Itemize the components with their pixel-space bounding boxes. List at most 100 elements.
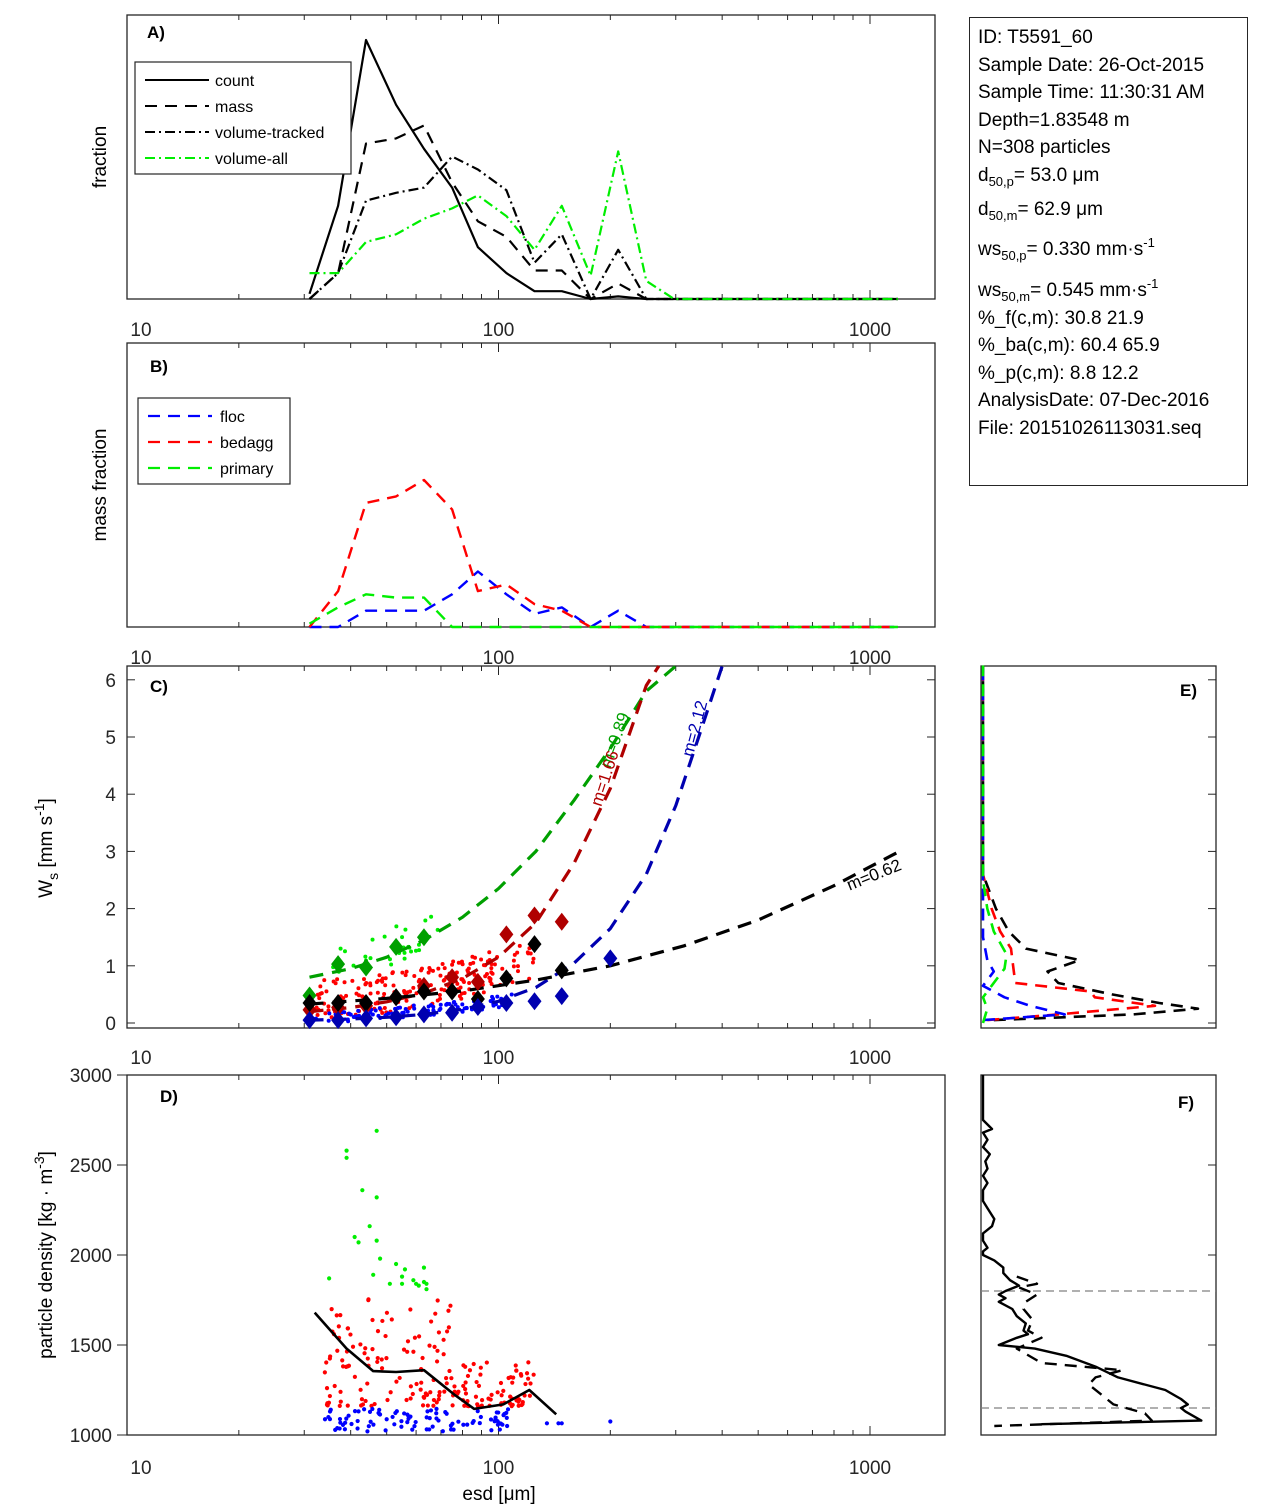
- bedagg-point: [471, 960, 476, 965]
- primary-point: [424, 1287, 429, 1292]
- bedagg-point: [466, 966, 471, 971]
- panel-d-frame: [126, 1074, 946, 1436]
- floc-point: [488, 1417, 494, 1422]
- primary-point: [403, 927, 408, 932]
- bedagg-point: [450, 1403, 455, 1408]
- panel-b-label: B): [150, 357, 168, 376]
- floc-bin: [603, 949, 618, 968]
- ws50p-superscript: -1: [1143, 234, 1155, 250]
- bedagg-point: [315, 1013, 320, 1018]
- primary-point: [360, 1188, 365, 1193]
- bedagg-point: [404, 1397, 409, 1403]
- bedagg-point: [338, 1399, 343, 1404]
- floc-point: [370, 1406, 375, 1412]
- fit-label-all-fit: m=0.62: [844, 855, 904, 894]
- bedagg-point: [487, 975, 492, 980]
- floc-point: [355, 1418, 360, 1424]
- bedagg-point: [498, 1380, 504, 1386]
- floc-point: [357, 1013, 362, 1018]
- legend-label-bedagg: bedagg: [220, 435, 273, 452]
- bedagg-point: [438, 973, 443, 978]
- primary-point: [370, 937, 375, 942]
- floc-bin: [554, 987, 569, 1006]
- primary-point: [356, 1240, 361, 1245]
- bedagg-point: [324, 1386, 330, 1391]
- floc-point: [410, 1427, 415, 1432]
- bedagg-point: [382, 991, 387, 996]
- panel-e-lines: [981, 665, 1200, 1024]
- panel-f-lines: [981, 1075, 1216, 1428]
- series-count: [308, 38, 898, 301]
- x-tick-label: 1000: [849, 1048, 891, 1069]
- primary-point: [387, 1281, 392, 1286]
- primary-point: [371, 1272, 376, 1277]
- series-bedagg: [308, 478, 898, 629]
- primary-point: [429, 914, 434, 919]
- primary-point: [327, 1276, 332, 1281]
- bedagg-point: [473, 1394, 479, 1399]
- d50m-value: = 62.9 μm: [1017, 199, 1103, 220]
- bedagg-point: [337, 1403, 342, 1408]
- ylabel-end: ]: [36, 798, 57, 803]
- primary-point: [374, 1238, 379, 1243]
- ylabel-end: ]: [36, 1151, 57, 1156]
- bedagg-point: [362, 977, 367, 982]
- panel-b-legend-box: [137, 397, 291, 485]
- bedagg-point: [428, 1390, 433, 1395]
- bedagg-point: [471, 1361, 476, 1367]
- bedagg-point: [419, 968, 424, 973]
- bedagg-point: [382, 1006, 387, 1011]
- y-tick-label: 6: [105, 671, 116, 692]
- floc-point: [478, 1414, 483, 1420]
- floc-point: [399, 1424, 404, 1429]
- bedagg-point: [372, 1401, 377, 1407]
- primary-bin: [389, 937, 404, 956]
- info-d50m: d50,m= 62.9 μm: [978, 196, 1247, 224]
- primary-point: [394, 924, 399, 929]
- y-tick-label: 4: [105, 785, 116, 806]
- bedagg-point: [456, 960, 461, 965]
- bedagg-point: [450, 962, 455, 967]
- bedagg-point: [324, 989, 329, 994]
- d50p-value: = 53.0 μm: [1013, 164, 1100, 186]
- primary-point: [352, 1234, 357, 1240]
- panel-b-legend: floc bedagg primary: [137, 397, 291, 485]
- bedagg-point: [500, 966, 505, 971]
- bedagg-bin: [499, 925, 514, 944]
- primary-point: [416, 1283, 421, 1288]
- bedagg-point: [411, 985, 416, 990]
- bedagg-point: [354, 991, 359, 996]
- bedagg-point: [370, 1347, 375, 1352]
- info-pct-bedagg: %_ba(c,m): 60.4 65.9: [978, 335, 1160, 356]
- floc-point: [352, 1409, 358, 1414]
- floc-point: [337, 1426, 342, 1431]
- floc-point: [406, 1414, 411, 1419]
- bedagg-point: [384, 1310, 390, 1315]
- bedagg-point: [427, 1343, 432, 1348]
- info-particle-count: N=308 particles: [978, 137, 1111, 158]
- bedagg-point: [380, 979, 385, 984]
- floc-point: [461, 1422, 466, 1427]
- median-density-line: [313, 1311, 558, 1416]
- ws50p-symbol: ws: [978, 238, 1002, 260]
- bedagg-point: [528, 951, 533, 956]
- ylabel-rest: [mm s: [36, 816, 57, 873]
- bedagg-point: [377, 973, 382, 978]
- floc-point: [434, 1406, 439, 1411]
- panel-b-ticks: 10 100 1000: [126, 343, 891, 669]
- bedagg-point: [408, 1307, 413, 1312]
- bedagg-point: [495, 1390, 500, 1395]
- bedagg-point: [442, 977, 447, 982]
- floc-point: [371, 1422, 376, 1427]
- bedagg-point: [524, 1371, 530, 1376]
- bedagg-point: [492, 962, 497, 967]
- y-tick-label: 5: [105, 728, 116, 749]
- floc-point: [356, 1409, 361, 1414]
- bedagg-point: [531, 1372, 536, 1377]
- floc-point: [412, 1006, 417, 1011]
- panel-a-frame: [126, 14, 936, 300]
- bedagg-point: [341, 996, 346, 1001]
- panel-a-legend: count mass volume-tracked volume-all: [134, 61, 352, 175]
- floc-point: [608, 1419, 613, 1424]
- bedagg-point: [442, 966, 447, 971]
